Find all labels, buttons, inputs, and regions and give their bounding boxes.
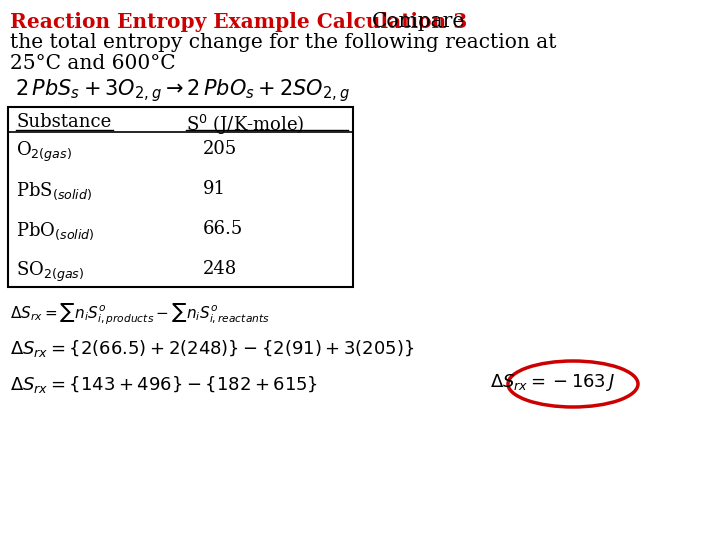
- Text: PbO$_{(solid)}$: PbO$_{(solid)}$: [16, 220, 94, 241]
- Text: the total entropy change for the following reaction at: the total entropy change for the followi…: [10, 33, 557, 52]
- Text: 66.5: 66.5: [203, 220, 243, 238]
- Text: 91: 91: [203, 180, 226, 198]
- Text: 25°C and 600°C: 25°C and 600°C: [10, 54, 176, 73]
- Text: Reaction Entropy Example Calculation 3: Reaction Entropy Example Calculation 3: [10, 12, 467, 32]
- Text: $\Delta S_{rx} = -163\,J$: $\Delta S_{rx} = -163\,J$: [490, 372, 615, 393]
- FancyBboxPatch shape: [8, 107, 353, 287]
- Text: S$^0$ (J/K-mole): S$^0$ (J/K-mole): [186, 113, 305, 137]
- Text: $2\,PbS_s + 3O_{2,g} \rightarrow 2\,PbO_s + 2SO_{2,g}$: $2\,PbS_s + 3O_{2,g} \rightarrow 2\,PbO_…: [15, 77, 350, 104]
- Text: $\Delta S_{rx} = \{143+496\}-\{182+615\}$: $\Delta S_{rx} = \{143+496\}-\{182+615\}…: [10, 374, 318, 395]
- Text: $\Delta S_{rx} = \sum n_i S^o_{i,products} - \sum n_i S^o_{i,reactants}$: $\Delta S_{rx} = \sum n_i S^o_{i,product…: [10, 302, 270, 327]
- Text: 248: 248: [203, 260, 238, 278]
- Text: Compare: Compare: [372, 12, 465, 31]
- Text: $\Delta S_{rx} = \{2(66.5)+2(248)\}-\{2(91)+3(205)\}$: $\Delta S_{rx} = \{2(66.5)+2(248)\}-\{2(…: [10, 338, 415, 359]
- Text: PbS$_{(solid)}$: PbS$_{(solid)}$: [16, 180, 92, 201]
- Text: SO$_{2(gas)}$: SO$_{2(gas)}$: [16, 260, 84, 284]
- Text: O$_{2(gas)}$: O$_{2(gas)}$: [16, 140, 72, 164]
- Text: Substance: Substance: [16, 113, 112, 131]
- Text: 205: 205: [203, 140, 238, 158]
